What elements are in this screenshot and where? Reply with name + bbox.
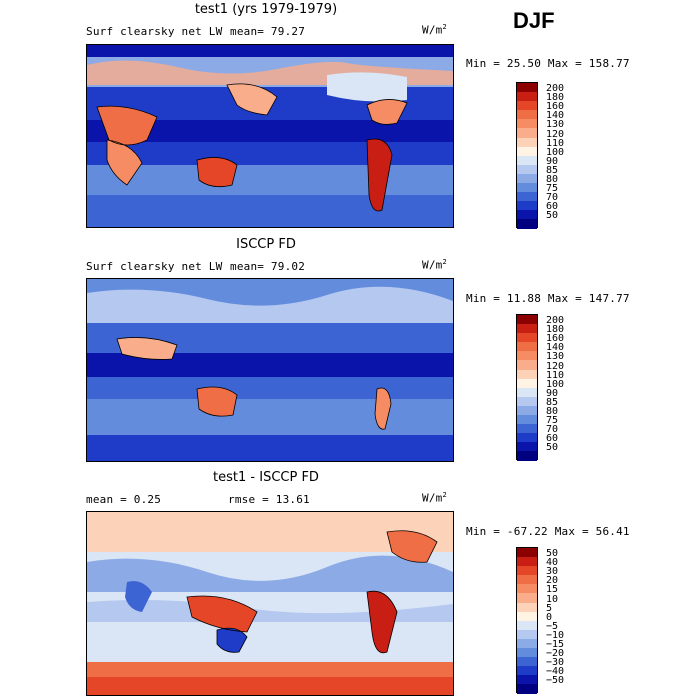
tick: 120 [546,128,565,140]
tick: −15 [546,639,565,650]
tick: −5 [546,620,559,632]
panel-1-mean: mean= 79.27 [230,25,306,38]
panel-3-minmax: Min = -67.22 Max = 56.41 [466,525,630,538]
tick: 100 [546,146,565,158]
tick: 180 [546,92,565,104]
tick: 75 [546,415,559,427]
tick: 180 [546,324,565,336]
tick: 160 [546,101,565,113]
panel-3-units: W/m2 [422,491,447,505]
tick: 60 [546,433,559,445]
tick: 140 [546,110,565,122]
tick: 200 [546,315,565,326]
tick: 80 [546,406,559,417]
panel-2-minmax: Min = 11.88 Max = 147.77 [466,292,630,305]
tick: 110 [546,137,565,149]
panel-2-title: ISCCP FD [236,237,296,252]
tick: 130 [546,119,565,131]
tick: 160 [546,333,565,345]
panel-3-rmse: rmse = 13.61 [228,493,310,506]
tick: 30 [546,566,559,578]
tick: 130 [546,351,565,363]
panel-1-units: W/m2 [422,23,447,37]
panel-2-colorbar [516,314,538,461]
tick: −30 [546,657,565,669]
panel-3-colorbar-ticks: 50 40 30 20 15 10 5 0 −5 −10 −15 −20 −30… [546,549,586,695]
panel-2-units: W/m2 [422,258,447,272]
tick: 15 [546,584,559,596]
panel-1-map [86,44,454,228]
tick: 40 [546,557,559,569]
tick: 20 [546,575,559,587]
tick: 5 [546,602,553,614]
tick: 10 [546,593,559,605]
panel-3-map [86,511,454,696]
panel-2-colorbar-ticks: 200 180 160 140 130 120 110 100 90 85 80… [546,316,586,462]
panel-3-title: test1 - ISCCP FD [213,470,319,485]
tick: 75 [546,183,559,195]
panel-1-colorbar [516,82,538,229]
season-label: DJF [513,8,555,33]
panel-1-minmax: Min = 25.50 Max = 158.77 [466,57,630,70]
tick: 50 [546,442,559,454]
panel-3-mean: mean = 0.25 [86,493,162,506]
panel-2-map [86,278,454,462]
tick: 90 [546,155,559,167]
tick: 85 [546,164,559,176]
tick: 0 [546,611,553,623]
tick: 100 [546,378,565,390]
tick: 50 [546,548,559,559]
panel-1-colorbar-ticks: 200 180 160 140 130 120 110 100 90 85 80… [546,84,586,230]
tick: −10 [546,629,565,641]
tick: 200 [546,83,565,94]
tick: −20 [546,648,565,660]
tick: 80 [546,174,559,185]
panel-1-title: test1 (yrs 1979-1979) [194,2,338,17]
tick: 140 [546,342,565,354]
panel-1-variable: Surf clearsky net LW [86,25,223,38]
tick: 50 [546,210,559,222]
panel-2-mean: mean= 79.02 [230,260,306,273]
tick: −40 [546,666,565,678]
tick: 85 [546,396,559,408]
panel-2-variable: Surf clearsky net LW [86,260,223,273]
tick: 120 [546,360,565,372]
tick: 110 [546,369,565,381]
panel-3-colorbar [516,547,538,694]
tick: −50 [546,675,565,687]
tick: 70 [546,192,559,204]
tick: 90 [546,387,559,399]
tick: 70 [546,424,559,436]
tick: 60 [546,201,559,213]
